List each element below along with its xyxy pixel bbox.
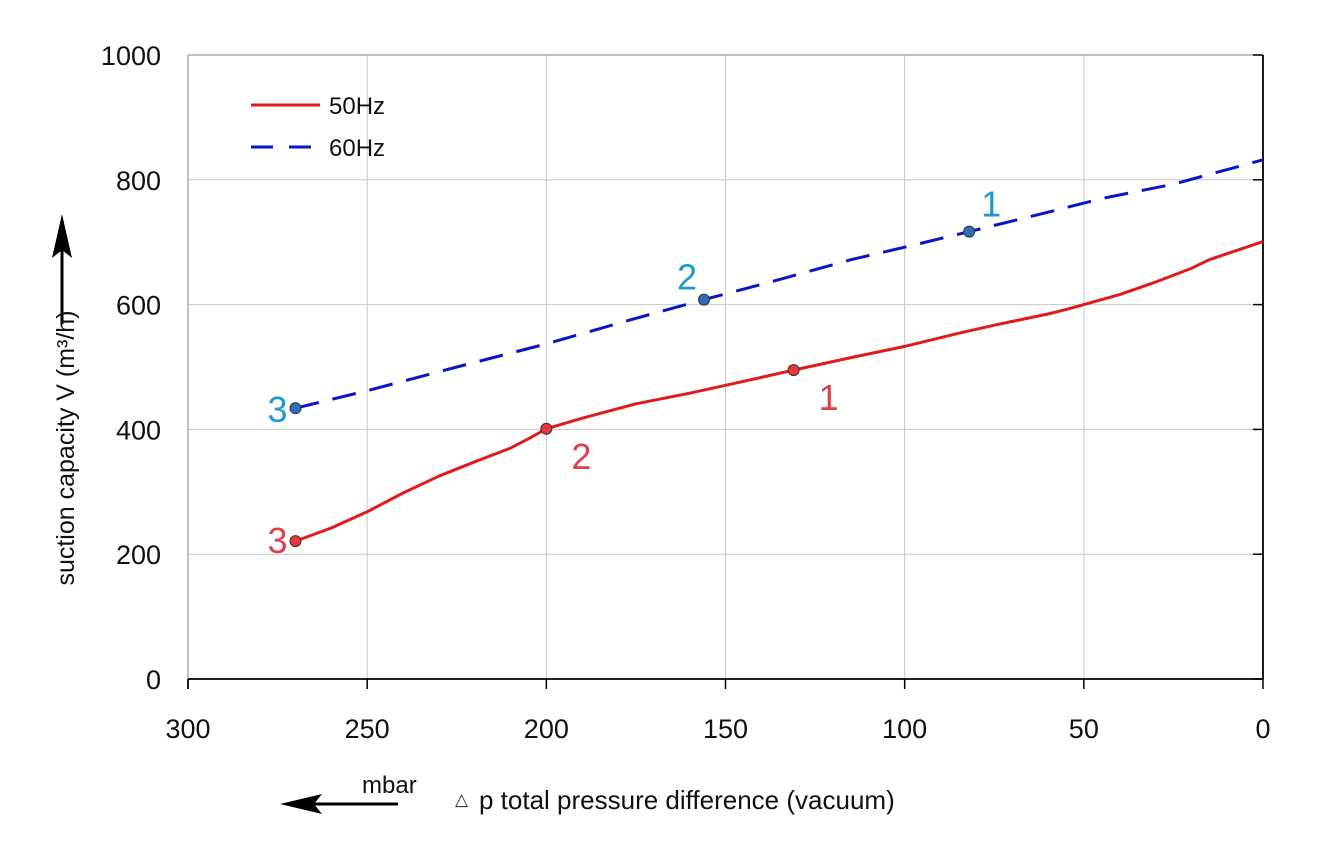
series-line-60hz <box>295 158 1264 410</box>
x-axis-arrow-icon <box>280 794 322 814</box>
y-axis-arrow-icon <box>52 214 72 258</box>
delta-symbol: △ <box>455 790 469 809</box>
legend-label-50hz: 50Hz <box>329 93 385 120</box>
y-tick-label: 200 <box>116 540 161 570</box>
series-line-50hz <box>294 240 1264 543</box>
data-point-60hz-2 <box>698 293 710 306</box>
x-axis-title-group: mbar △ p total pressure difference (vacu… <box>280 772 895 815</box>
data-point-50hz-1 <box>787 364 800 377</box>
x-tick-label: 50 <box>1069 714 1099 744</box>
x-tick-label: 300 <box>165 714 210 744</box>
point-label-50hz-2: 2 <box>571 436 591 477</box>
y-tick-label: 600 <box>116 291 161 321</box>
x-tick-label: 150 <box>703 714 748 744</box>
legend-label-60hz: 60Hz <box>329 135 385 162</box>
axes: 300 250 200 150 100 50 0 0 200 400 600 800 1000 <box>101 41 1271 744</box>
series-layer <box>289 158 1264 548</box>
data-point-50hz-2 <box>540 422 553 435</box>
legend: 50Hz 60Hz <box>251 93 385 162</box>
data-point-50hz-3 <box>289 535 302 548</box>
point-label-50hz-1: 1 <box>819 377 839 418</box>
y-tick-label: 400 <box>116 415 161 445</box>
x-axis-title: p total pressure difference (vacuum) <box>479 785 895 815</box>
x-axis-unit: mbar <box>362 772 417 799</box>
y-tick-label: 0 <box>146 665 161 695</box>
point-label-60hz-2: 2 <box>677 257 697 298</box>
x-tick-label: 100 <box>882 714 927 744</box>
y-axis-title: suction capacity V (m³/h) <box>52 310 80 585</box>
y-tick-label: 800 <box>116 166 161 196</box>
y-axis-title-group: suction capacity V (m³/h) <box>52 214 80 586</box>
x-tick-label: 250 <box>345 714 390 744</box>
point-label-60hz-3: 3 <box>267 389 287 430</box>
data-point-60hz-1 <box>963 225 976 238</box>
x-tick-label: 200 <box>524 714 569 744</box>
x-tick-label: 0 <box>1255 714 1270 744</box>
point-label-50hz-3: 3 <box>267 520 287 561</box>
data-point-60hz-3 <box>289 402 302 415</box>
point-label-60hz-1: 1 <box>981 184 1001 225</box>
y-tick-label: 1000 <box>101 41 161 71</box>
labels-layer: 1 2 3 1 2 3 <box>267 184 1001 562</box>
